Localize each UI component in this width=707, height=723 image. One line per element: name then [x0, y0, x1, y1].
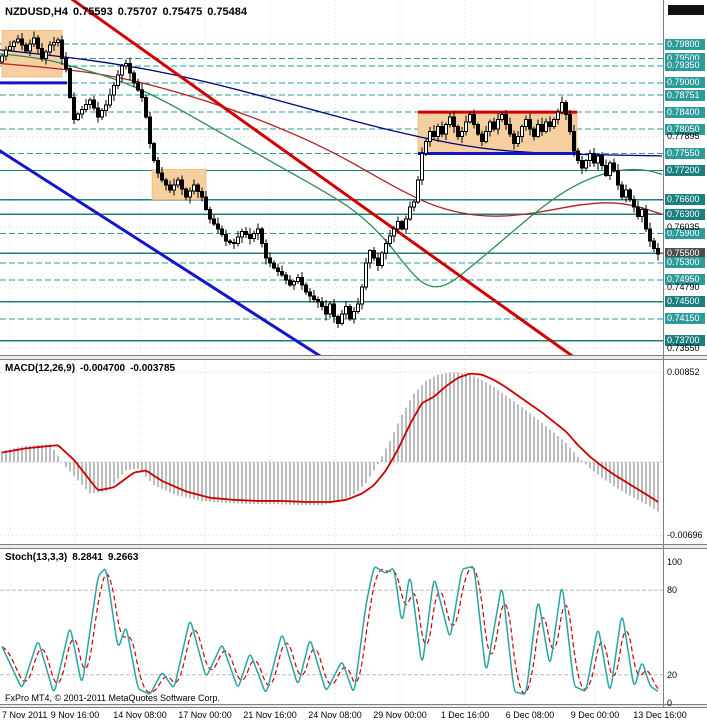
time-axis-label: 9 Nov 16:00 [50, 710, 100, 720]
price-chart-canvas[interactable] [0, 0, 664, 355]
ohlc-high: 0.75707 [117, 6, 158, 18]
symbol-timeframe: NZDUSD,H4 [5, 6, 68, 18]
price-scale-tick-label: 0.73550 [667, 342, 700, 353]
price-scale-level-label: 0.79000 [665, 77, 705, 89]
price-scale-level-label: 0.73700 [665, 335, 705, 347]
panel-separator-stoch-axis [0, 704, 707, 708]
price-scale-level-label: 0.74500 [665, 296, 705, 308]
time-axis-label: 24 Nov 08:00 [308, 710, 362, 720]
macd-label: MACD(12,26,9) -0.004700 -0.003785 [5, 363, 180, 374]
price-scale-tick-label: 0.74790 [667, 282, 700, 293]
stoch-value-k: 8.2841 [72, 552, 103, 563]
price-scale-level-label: 0.78751 [665, 89, 705, 101]
ohlc-open: 0.75593 [72, 6, 113, 18]
price-scale-level-label: 0.74150 [665, 313, 705, 325]
price-scale-current-label: 0.75500 [665, 247, 705, 259]
price-scale-level-label: 0.77550 [665, 147, 705, 159]
time-axis-label: 9 Dec 00:00 [570, 710, 620, 720]
price-scale-level-label: 0.78400 [665, 106, 705, 118]
price-scale-tick-label: 0.77895 [667, 131, 700, 142]
stoch-value-d: 9.2663 [107, 552, 139, 563]
stoch-scale-label: 20 [667, 669, 678, 680]
price-scale-divider [663, 0, 664, 708]
stoch-canvas[interactable] [0, 549, 664, 704]
stoch-label: Stoch(13,3,3) 8.2841 9.2663 [5, 552, 143, 563]
time-axis-label: 1 Dec 16:00 [440, 710, 490, 720]
macd-scale-min: -0.00696 [667, 530, 703, 540]
time-axis-label: 7 Nov 2011 [2, 710, 48, 720]
price-scale-level-label: 0.75300 [665, 257, 705, 269]
scale-corner-marker [668, 5, 704, 15]
time-axis-label: 17 Nov 00:00 [178, 710, 232, 720]
price-scale-level-label: 0.79500 [665, 53, 705, 65]
stoch-name: Stoch(13,3,3) [5, 552, 68, 563]
time-axis-label: 13 Dec 16:00 [633, 710, 687, 720]
stoch-scale-label: 0 [667, 698, 673, 708]
stoch-scale-label: 80 [667, 585, 678, 596]
macd-value-main: -0.004700 [80, 363, 126, 374]
price-scale-tick-label: 0.76035 [667, 221, 700, 232]
price-scale-level-label: 0.79350 [665, 60, 705, 72]
price-scale-level-label: 0.79800 [665, 38, 705, 50]
price-scale-level-label: 0.76300 [665, 208, 705, 220]
price-scale-level-label: 0.75900 [665, 228, 705, 240]
macd-value-signal: -0.003785 [130, 363, 176, 374]
panel-separator-macd-stoch[interactable] [0, 544, 707, 549]
panel-separator-price-macd[interactable] [0, 355, 707, 360]
stoch-scale-label: 100 [667, 557, 683, 567]
time-axis-label: 21 Nov 16:00 [243, 710, 297, 720]
time-axis-label: 14 Nov 08:00 [113, 710, 167, 720]
copyright-text: FxPro MT4, © 2001-2011 MetaQuotes Softwa… [5, 693, 221, 703]
price-scale-level-label: 0.76600 [665, 194, 705, 206]
price-scale-level-label: 0.77200 [665, 164, 705, 176]
macd-canvas[interactable] [0, 360, 664, 544]
macd-name: MACD(12,26,9) [5, 363, 76, 374]
time-axis-label: 29 Nov 00:00 [373, 710, 427, 720]
ohlc-close: 0.75484 [207, 6, 248, 18]
price-scale-level-label: 0.74950 [665, 274, 705, 286]
chart-title: NZDUSD,H4 0.75593 0.75707 0.75475 0.75484 [5, 6, 252, 18]
time-axis-label: 6 Dec 08:00 [505, 710, 555, 720]
price-scale-level-label: 0.78050 [665, 123, 705, 135]
ohlc-low: 0.75475 [162, 6, 203, 18]
macd-scale-max: 0.00852 [667, 367, 700, 377]
